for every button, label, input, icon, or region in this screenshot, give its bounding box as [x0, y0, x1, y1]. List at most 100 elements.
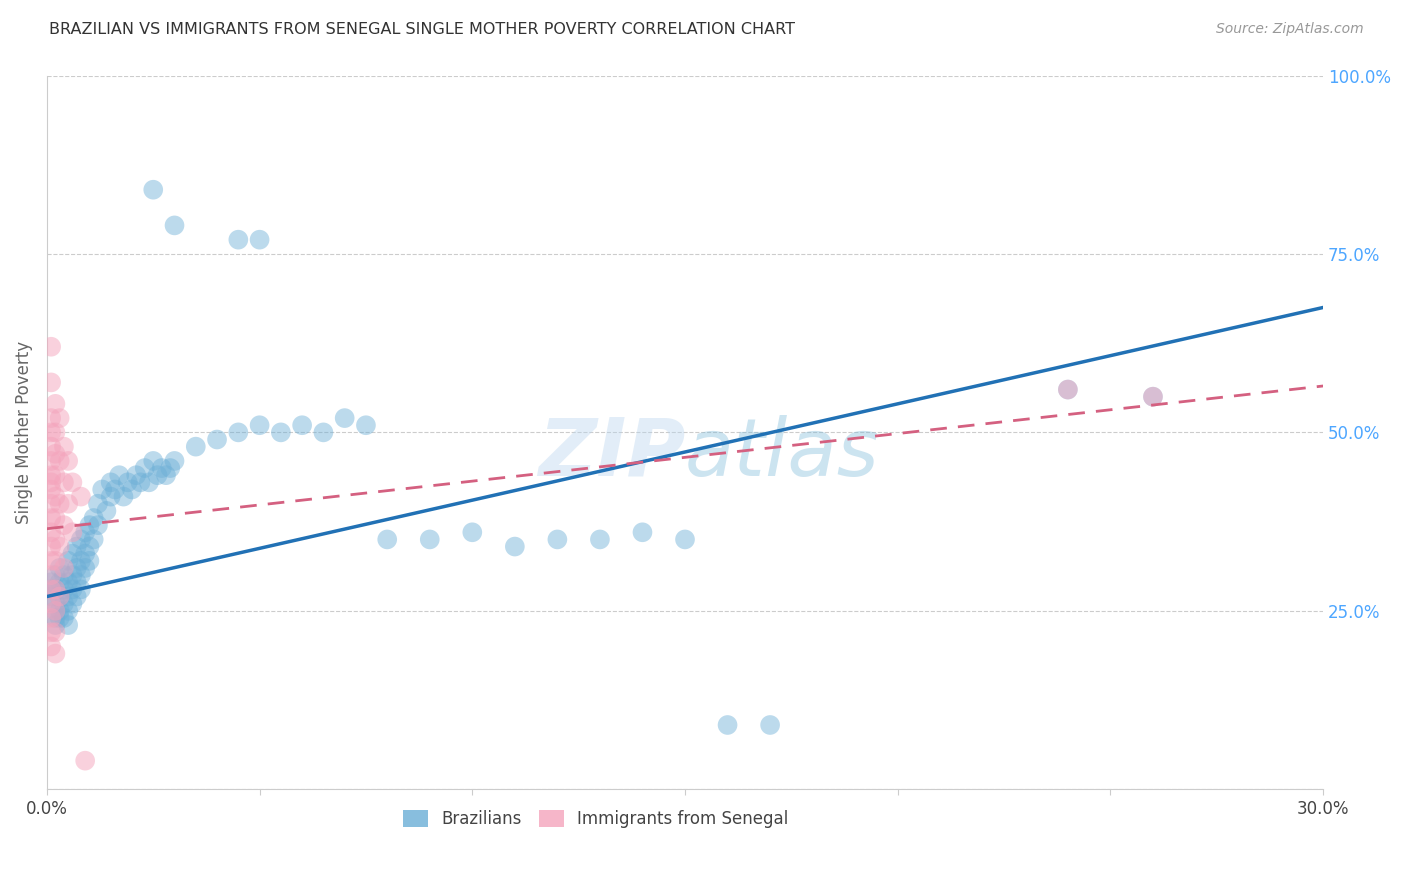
Point	[70, 533, 93, 547]
Point	[79, 518, 101, 533]
Point	[83, 533, 105, 547]
Point	[39, 540, 62, 554]
Point	[205, 433, 228, 447]
Point	[146, 468, 169, 483]
Point	[48, 561, 70, 575]
Point	[184, 440, 207, 454]
Point	[75, 547, 97, 561]
Point	[354, 418, 377, 433]
Point	[62, 525, 84, 540]
Point	[44, 533, 66, 547]
Point	[62, 568, 84, 582]
Point	[48, 454, 70, 468]
Point	[228, 425, 250, 440]
Point	[39, 590, 62, 604]
Point	[44, 447, 66, 461]
Point	[44, 611, 66, 625]
Point	[44, 582, 66, 597]
Point	[39, 497, 62, 511]
Point	[39, 582, 62, 597]
Point	[39, 568, 62, 582]
Point	[62, 547, 84, 561]
Point	[39, 454, 62, 468]
Point	[83, 511, 105, 525]
Point	[44, 647, 66, 661]
Point	[75, 525, 97, 540]
Point	[48, 411, 70, 425]
Point	[56, 454, 79, 468]
Y-axis label: Single Mother Poverty: Single Mother Poverty	[15, 341, 32, 524]
Point	[104, 483, 127, 497]
Point	[39, 511, 62, 525]
Point	[589, 533, 612, 547]
Point	[44, 554, 66, 568]
Point	[39, 411, 62, 425]
Point	[56, 590, 79, 604]
Point	[44, 604, 66, 618]
Point	[66, 540, 89, 554]
Point	[52, 611, 75, 625]
Point	[48, 604, 70, 618]
Point	[39, 597, 62, 611]
Point	[52, 568, 75, 582]
Point	[66, 575, 89, 590]
Point	[163, 219, 186, 233]
Point	[419, 533, 441, 547]
Point	[79, 554, 101, 568]
Point	[39, 554, 62, 568]
Point	[39, 611, 62, 625]
Point	[1142, 390, 1164, 404]
Point	[44, 511, 66, 525]
Point	[39, 640, 62, 654]
Point	[44, 397, 66, 411]
Point	[39, 525, 62, 540]
Point	[249, 233, 271, 247]
Point	[150, 461, 173, 475]
Point	[39, 468, 62, 483]
Point	[312, 425, 335, 440]
Point	[1057, 383, 1080, 397]
Point	[44, 468, 66, 483]
Point	[546, 533, 568, 547]
Point	[270, 425, 292, 440]
Point	[52, 561, 75, 575]
Point	[100, 490, 122, 504]
Point	[62, 475, 84, 490]
Point	[44, 425, 66, 440]
Point	[142, 454, 165, 468]
Point	[87, 497, 110, 511]
Point	[673, 533, 696, 547]
Point	[1142, 390, 1164, 404]
Point	[39, 625, 62, 640]
Point	[39, 440, 62, 454]
Point	[117, 475, 139, 490]
Point	[56, 604, 79, 618]
Point	[48, 497, 70, 511]
Point	[48, 590, 70, 604]
Text: ZIP: ZIP	[537, 415, 685, 492]
Point	[108, 468, 131, 483]
Point	[48, 590, 70, 604]
Point	[44, 490, 66, 504]
Point	[291, 418, 314, 433]
Point	[44, 604, 66, 618]
Point	[70, 490, 93, 504]
Point	[39, 582, 62, 597]
Point	[461, 525, 484, 540]
Point	[79, 540, 101, 554]
Point	[129, 475, 152, 490]
Point	[56, 618, 79, 632]
Point	[1057, 383, 1080, 397]
Point	[44, 625, 66, 640]
Point	[48, 611, 70, 625]
Point	[62, 597, 84, 611]
Point	[39, 425, 62, 440]
Point	[759, 718, 782, 732]
Point	[62, 582, 84, 597]
Point	[52, 518, 75, 533]
Point	[375, 533, 398, 547]
Text: BRAZILIAN VS IMMIGRANTS FROM SENEGAL SINGLE MOTHER POVERTY CORRELATION CHART: BRAZILIAN VS IMMIGRANTS FROM SENEGAL SIN…	[49, 22, 796, 37]
Point	[716, 718, 738, 732]
Point	[121, 483, 143, 497]
Point	[44, 582, 66, 597]
